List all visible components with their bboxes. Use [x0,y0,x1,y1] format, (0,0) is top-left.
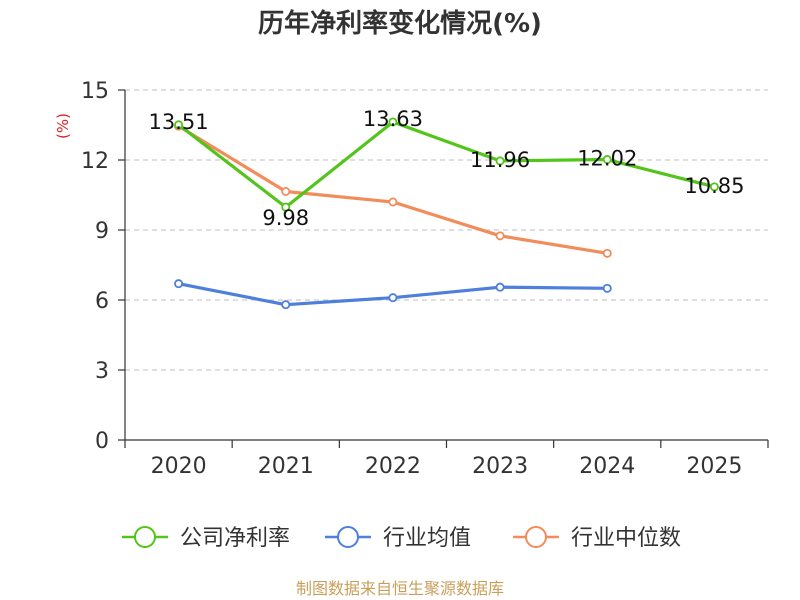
legend-item-1[interactable]: 行业均值 [325,526,471,551]
data-label: 10.85 [684,174,744,198]
grid-lines [125,89,768,371]
data-point [602,155,612,165]
series-line-0 [177,120,715,209]
x-tick-label: 2022 [365,454,421,479]
legend-label: 公司净利率 [180,526,290,551]
x-tick-label: 2025 [686,454,742,479]
legend-marker [134,526,156,548]
data-point [174,279,184,289]
y-axis-label: (%) [54,113,72,139]
data-point [174,120,184,130]
legend-item-2[interactable]: 行业中位数 [513,526,681,551]
data-point [602,283,612,293]
legend-label: 行业中位数 [571,526,681,551]
x-tick-label: 2020 [151,454,207,479]
source-note: 制图数据来自恒生聚源数据库 [296,579,504,598]
legend-marker [337,526,359,548]
axes: 0 3 6 9 12 15 2020 2021 2022 2023 2024 2025 [81,79,769,479]
legend-item-0[interactable]: 公司净利率 [122,526,290,551]
y-tick-label: 3 [95,359,109,384]
data-point [281,202,291,212]
data-point [495,156,505,166]
data-label: 13.51 [149,110,209,134]
data-point [495,282,505,292]
data-label: 12.02 [577,147,637,171]
data-label: 9.98 [262,206,309,230]
x-tick-label: 2024 [579,454,635,479]
data-point [281,186,291,196]
data-point [388,197,398,207]
data-point [281,300,291,310]
data-point [495,231,505,241]
series-layer [174,117,719,310]
data-label: 11.96 [470,148,530,172]
y-tick-label: 12 [81,149,109,174]
x-tick-label: 2023 [472,454,528,479]
y-tick-label: 6 [95,289,109,314]
x-tick-label: 2021 [258,454,314,479]
y-tick-label: 15 [81,79,109,104]
legend[interactable]: 公司净利率 行业均值 行业中位数 [122,526,681,551]
chart-title: 历年净利率变化情况(%) [258,8,542,39]
legend-label: 行业均值 [383,526,471,551]
data-labels: 13.51 9.98 13.63 11.96 12.02 10.85 [149,107,745,230]
data-point [709,182,719,192]
data-point [388,293,398,303]
y-tick-label: 9 [95,219,109,244]
legend-marker [525,526,547,548]
data-label: 13.63 [363,107,423,131]
data-point [388,117,398,127]
series-line-2 [177,124,608,255]
data-point [602,248,612,258]
y-tick-label: 0 [95,429,109,454]
